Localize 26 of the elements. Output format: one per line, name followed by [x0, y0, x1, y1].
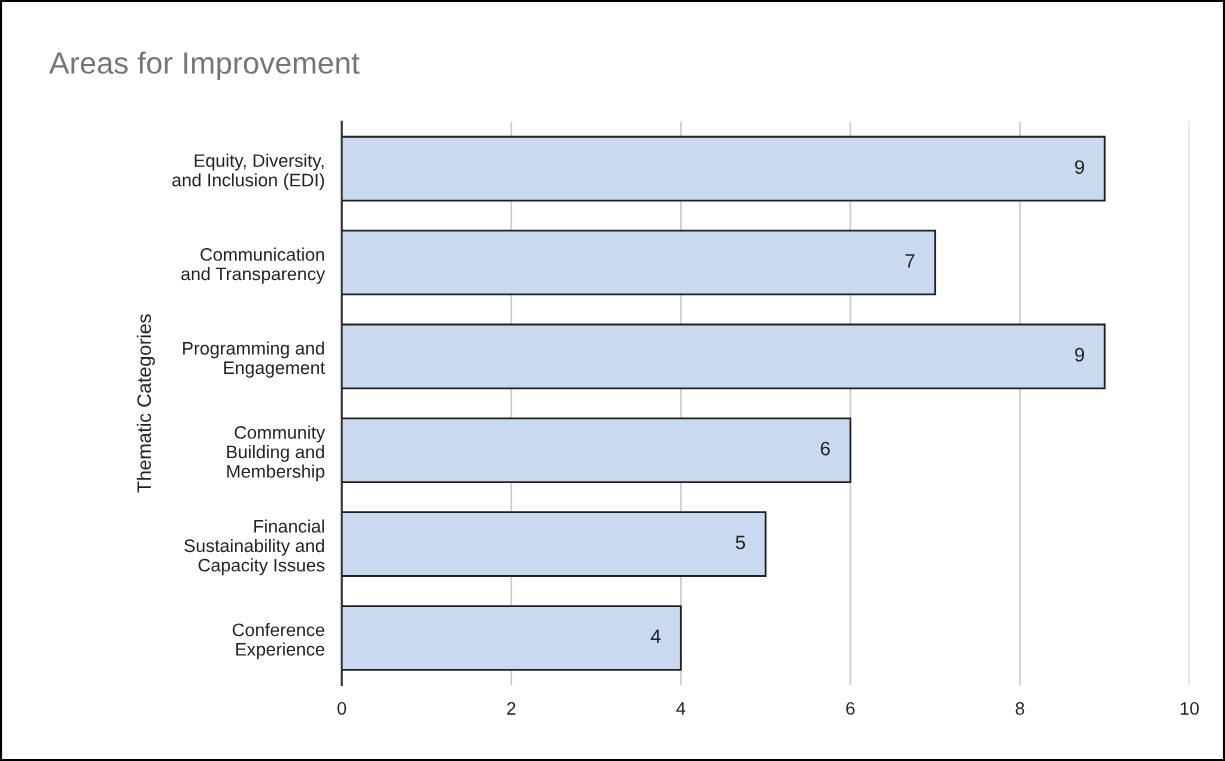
bar: [341, 417, 852, 484]
y-tick-label: Communication and Transparency: [181, 247, 326, 284]
chart-title: Areas for Improvement: [49, 51, 360, 80]
x-tick-label: 0: [337, 702, 347, 715]
y-axis-title: Thematic Categories: [136, 314, 155, 493]
data-label: 9: [1075, 347, 1085, 362]
bar: [341, 511, 767, 577]
data-label: 9: [1075, 160, 1085, 174]
data-label: 6: [820, 441, 830, 456]
x-tick-label: 4: [676, 702, 686, 715]
x-tick-label: 2: [507, 702, 516, 715]
bar: [341, 229, 937, 296]
x-tick-label: 6: [846, 702, 855, 715]
y-tick-label: Community Building and Membership: [227, 425, 326, 482]
data-label: 5: [735, 535, 746, 550]
data-label: 4: [650, 629, 661, 643]
y-tick-label: Conference Experience: [232, 623, 325, 660]
y-tick-label: Financial Sustainability and Capacity Issues: [184, 519, 325, 576]
x-tick-label: 8: [1015, 702, 1025, 715]
y-tick-label: Equity, Diversity, and Inclusion (EDI): [172, 153, 324, 190]
x-tick-label: 10: [1180, 702, 1199, 715]
y-tick-label: Programming and Engagement: [183, 341, 325, 378]
bar: [341, 605, 682, 671]
data-label: 7: [905, 254, 915, 268]
bar: [341, 135, 1106, 202]
bar: [341, 323, 1106, 390]
